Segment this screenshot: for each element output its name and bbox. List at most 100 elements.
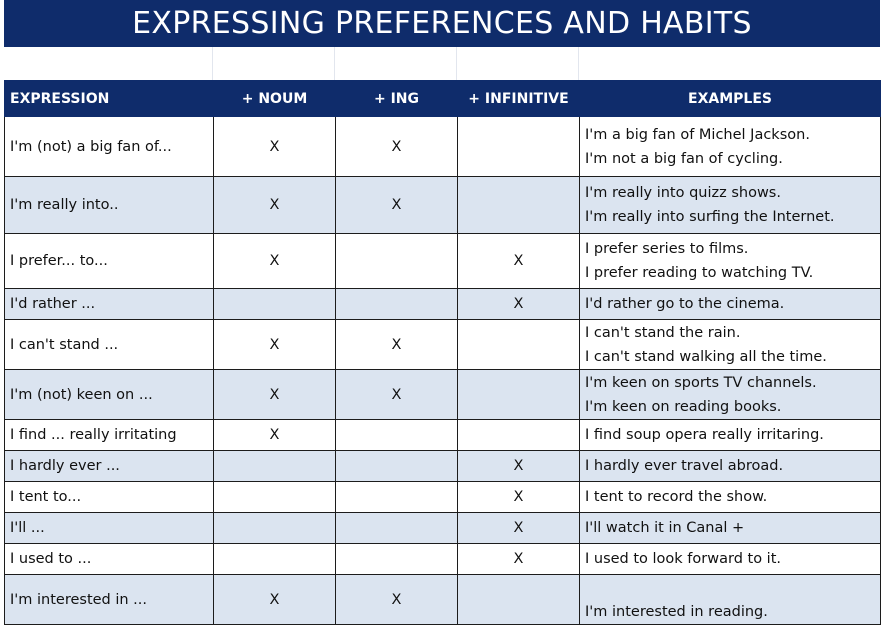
table-row: I'm really into.. X X I'm really into quizz…: [4, 176, 881, 234]
examples-cell: I used to look forward to it.: [579, 543, 881, 575]
header-examples: EXAMPLES: [579, 80, 881, 117]
table-row: I tent to... X I tent to record the show.: [4, 481, 881, 513]
example-line: I used to look forward to it.: [585, 551, 781, 567]
example-line: I'm keen on reading books.: [585, 398, 782, 415]
header-noun: + NOUM: [213, 80, 336, 117]
table-body: I'm (not) a big fan of... X X I'm a big fan…: [4, 116, 881, 625]
infinitive-mark-cell: [457, 574, 580, 625]
infinitive-mark-cell: X: [457, 481, 580, 513]
table-row: I'm (not) a big fan of... X X I'm a big fan…: [4, 116, 881, 177]
table-row: I'm (not) keen on ... X X I'm keen on sport…: [4, 369, 881, 420]
infinitive-mark-cell: X: [457, 233, 580, 289]
noun-mark-cell: X: [213, 369, 336, 420]
expression-cell: I used to ...: [4, 543, 214, 575]
examples-cell: I'd rather go to the cinema.: [579, 288, 881, 320]
ing-mark-cell: [335, 543, 458, 575]
example-line: I prefer series to films.: [585, 241, 749, 257]
spacer-cell: [457, 47, 579, 80]
table-row: I'd rather ... X I'd rather go to the cine…: [4, 288, 881, 320]
noun-mark-cell: [213, 543, 336, 575]
header-ing: + ING: [335, 80, 458, 117]
noun-mark-cell: X: [213, 419, 336, 451]
ing-mark-cell: X: [335, 369, 458, 420]
preferences-table: EXPRESSION + NOUM + ING + INFINITIVE EXA…: [4, 80, 881, 625]
infinitive-mark-cell: X: [457, 288, 580, 320]
expression-cell: I can't stand ...: [4, 319, 214, 370]
examples-cell: I hardly ever travel abroad.: [579, 450, 881, 482]
ing-mark-cell: [335, 512, 458, 544]
noun-mark-cell: [213, 481, 336, 513]
infinitive-mark-cell: [457, 419, 580, 451]
noun-mark-cell: X: [213, 233, 336, 289]
noun-mark-cell: [213, 512, 336, 544]
example-line: I hardly ever travel abroad.: [585, 458, 784, 474]
examples-cell: I find soup opera really irritaring.: [579, 419, 881, 451]
ing-mark-cell: [335, 419, 458, 451]
examples-cell: I'm really into quizz shows. I'm really i…: [579, 176, 881, 234]
table-row: I used to ... X I used to look forward to …: [4, 543, 881, 575]
example-line: I'm a big fan of Michel Jackson.: [585, 126, 810, 143]
table-row: I prefer... to... X X I prefer series to fi…: [4, 233, 881, 289]
examples-cell: I prefer series to films. I prefer readin…: [579, 233, 881, 289]
ing-mark-cell: X: [335, 319, 458, 370]
examples-cell: I'll watch it in Canal +: [579, 512, 881, 544]
expression-cell: I'd rather ...: [4, 288, 214, 320]
infinitive-mark-cell: X: [457, 450, 580, 482]
examples-cell: I'm keen on sports TV channels. I'm keen …: [579, 369, 881, 420]
infinitive-mark-cell: [457, 319, 580, 370]
noun-mark-cell: X: [213, 176, 336, 234]
ing-mark-cell: [335, 450, 458, 482]
spacer-cell: [213, 47, 335, 80]
example-line: I'll watch it in Canal +: [585, 520, 745, 536]
table-row: I can't stand ... X X I can't stand the rai…: [4, 319, 881, 370]
expression-cell: I find ... really irritating: [4, 419, 214, 451]
ing-mark-cell: X: [335, 574, 458, 625]
noun-mark-cell: X: [213, 574, 336, 625]
example-line: I'd rather go to the cinema.: [585, 296, 785, 312]
example-line: I'm interested in reading.: [585, 604, 768, 620]
examples-cell: I tent to record the show.: [579, 481, 881, 513]
example-line: I can't stand the rain.: [585, 324, 741, 341]
example-line: I tent to record the show.: [585, 489, 768, 505]
example-line: I find soup opera really irritaring.: [585, 427, 824, 443]
noun-mark-cell: X: [213, 116, 336, 177]
examples-cell: I'm interested in reading.: [579, 574, 881, 625]
table-row: I'll ... X I'll watch it in Canal +: [4, 512, 881, 544]
spacer-cell: [335, 47, 457, 80]
example-line: I'm really into quizz shows.: [585, 185, 781, 201]
expression-cell: I'm (not) a big fan of...: [4, 116, 214, 177]
spacer-row: [4, 47, 880, 80]
infinitive-mark-cell: [457, 369, 580, 420]
expression-cell: I'm interested in ...: [4, 574, 214, 625]
header-infinitive: + INFINITIVE: [457, 80, 580, 117]
example-line: I'm not a big fan of cycling.: [585, 150, 783, 167]
noun-mark-cell: X: [213, 319, 336, 370]
example-line: I can't stand walking all the time.: [585, 348, 827, 365]
expression-cell: I tent to...: [4, 481, 214, 513]
expression-cell: I hardly ever ...: [4, 450, 214, 482]
infinitive-mark-cell: [457, 176, 580, 234]
table-row: I hardly ever ... X I hardly ever travel a…: [4, 450, 881, 482]
page-title: EXPRESSING PREFERENCES AND HABITS: [4, 0, 880, 47]
expression-cell: I'll ...: [4, 512, 214, 544]
header-expression: EXPRESSION: [4, 80, 214, 117]
expression-cell: I prefer... to...: [4, 233, 214, 289]
expression-cell: I'm really into..: [4, 176, 214, 234]
examples-cell: I can't stand the rain. I can't stand wal…: [579, 319, 881, 370]
example-line: I'm really into surfing the Internet.: [585, 209, 835, 225]
ing-mark-cell: X: [335, 176, 458, 234]
ing-mark-cell: [335, 288, 458, 320]
table-row: I'm interested in ... X X I'm interested in…: [4, 574, 881, 625]
example-line: I'm keen on sports TV channels.: [585, 374, 817, 391]
example-line: I prefer reading to watching TV.: [585, 265, 814, 281]
noun-mark-cell: [213, 450, 336, 482]
infinitive-mark-cell: X: [457, 512, 580, 544]
ing-mark-cell: [335, 481, 458, 513]
table-row: I find ... really irritating X I find soup…: [4, 419, 881, 451]
noun-mark-cell: [213, 288, 336, 320]
ing-mark-cell: [335, 233, 458, 289]
expression-cell: I'm (not) keen on ...: [4, 369, 214, 420]
ing-mark-cell: X: [335, 116, 458, 177]
header-row: EXPRESSION + NOUM + ING + INFINITIVE EXA…: [4, 80, 881, 117]
